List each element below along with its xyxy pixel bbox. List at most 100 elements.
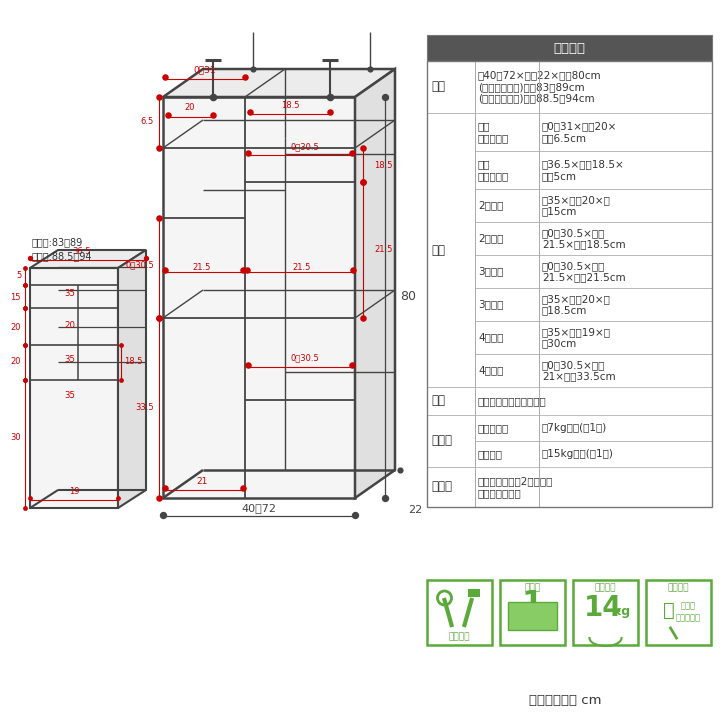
- Text: ＋: ＋: [662, 600, 675, 619]
- Text: 幅0～31×奥行20×
高さ6.5cm: 幅0～31×奥行20× 高さ6.5cm: [542, 121, 617, 143]
- Text: 幅35×奥行20×高
さ18.5cm: 幅35×奥行20×高 さ18.5cm: [542, 294, 611, 315]
- Point: [19, 302, 31, 314]
- Point: [357, 143, 369, 154]
- Text: 36.5: 36.5: [73, 248, 91, 256]
- Text: 金具大:88.5～94: 金具大:88.5～94: [32, 251, 92, 261]
- Point: [157, 509, 168, 521]
- Text: 幅35×奥行20×高
さ15cm: 幅35×奥行20×高 さ15cm: [542, 194, 611, 216]
- Point: [19, 374, 31, 386]
- Text: 単位：（約） cm: 単位：（約） cm: [528, 693, 601, 706]
- Text: ・突っ張り金具2種類付属
・幅木避け付き: ・突っ張り金具2種類付属 ・幅木避け付き: [478, 476, 554, 498]
- Point: [153, 212, 165, 224]
- Point: [347, 264, 359, 276]
- Bar: [427, 467, 475, 507]
- Point: [19, 279, 31, 291]
- Point: [395, 464, 406, 476]
- Point: [115, 374, 127, 386]
- Point: [379, 492, 391, 504]
- Point: [19, 503, 31, 514]
- Bar: [646, 580, 711, 645]
- Polygon shape: [163, 97, 355, 498]
- Bar: [427, 580, 492, 645]
- Text: 14: 14: [584, 594, 623, 622]
- Point: [346, 359, 358, 371]
- Text: 1: 1: [522, 590, 543, 618]
- Text: 20: 20: [11, 323, 21, 333]
- Text: 35: 35: [65, 356, 76, 364]
- Polygon shape: [30, 268, 118, 508]
- Text: 幅40～72×奥行22×高さ80cm
(金具小使用時)高さ83～89cm
(金具大使用時)高さ88.5～94cm: 幅40～72×奥行22×高さ80cm (金具小使用時)高さ83～89cm (金具…: [478, 71, 602, 104]
- Bar: [500, 580, 565, 645]
- Point: [153, 91, 165, 103]
- Text: 0～30.5: 0～30.5: [125, 261, 154, 269]
- Bar: [475, 387, 712, 415]
- Text: 幅0～30.5×奥行
21.5×高さ21.5cm: 幅0～30.5×奥行 21.5×高さ21.5cm: [542, 261, 626, 282]
- Text: 耐荷重: 耐荷重: [431, 434, 452, 448]
- Text: 商品詳細: 商品詳細: [554, 42, 585, 55]
- Text: 20: 20: [65, 320, 76, 330]
- Point: [19, 262, 31, 274]
- Text: 30: 30: [10, 433, 21, 441]
- Point: [19, 339, 31, 351]
- Text: 低圧メラミン化粧繊維板: 低圧メラミン化粧繊維板: [478, 396, 546, 406]
- Text: 80: 80: [400, 290, 416, 304]
- Bar: [467, 589, 480, 597]
- Text: 幅36.5×奥行18.5×
高さ5cm: 幅36.5×奥行18.5× 高さ5cm: [542, 159, 625, 181]
- Text: 約7kg以下(棚1枚): 約7kg以下(棚1枚): [542, 423, 607, 433]
- Point: [207, 91, 219, 103]
- Bar: [427, 151, 712, 189]
- Text: kg: kg: [613, 605, 630, 618]
- Point: [239, 71, 251, 83]
- Point: [241, 264, 253, 276]
- Point: [19, 302, 31, 314]
- Text: 3段目右: 3段目右: [478, 300, 503, 310]
- Point: [324, 91, 336, 103]
- Text: 6.5: 6.5: [140, 117, 154, 127]
- Text: 最大伸長時: 最大伸長時: [478, 423, 509, 433]
- Text: 幅0～30.5×奥行
21×高さ33.5cm: 幅0～30.5×奥行 21×高さ33.5cm: [542, 360, 616, 382]
- Bar: [427, 113, 475, 387]
- Point: [244, 107, 256, 118]
- Bar: [573, 580, 638, 645]
- Point: [357, 176, 369, 188]
- Text: 20: 20: [185, 104, 195, 112]
- Text: 0～31: 0～31: [194, 66, 216, 74]
- Bar: [427, 467, 712, 507]
- Text: 4段目右: 4段目右: [478, 366, 503, 376]
- Bar: [427, 354, 712, 387]
- Text: 35: 35: [65, 390, 76, 400]
- Text: 必要工具: 必要工具: [667, 583, 689, 593]
- Text: 材質: 材質: [431, 395, 445, 408]
- Point: [357, 176, 369, 188]
- Text: 個: 個: [543, 605, 550, 615]
- Point: [162, 109, 174, 121]
- Point: [153, 492, 165, 504]
- Text: 梱包数: 梱包数: [524, 583, 541, 593]
- Bar: [427, 387, 712, 415]
- Point: [115, 339, 127, 351]
- Bar: [427, 255, 712, 288]
- Text: 金具小:83～89: 金具小:83～89: [32, 237, 84, 247]
- Point: [153, 143, 165, 154]
- Point: [379, 91, 391, 103]
- Point: [159, 482, 171, 494]
- Text: 19: 19: [68, 487, 79, 497]
- Text: 2段目左: 2段目左: [478, 200, 503, 210]
- Point: [346, 148, 358, 159]
- Polygon shape: [355, 69, 395, 498]
- Point: [19, 339, 31, 351]
- Text: 組立て品: 組立て品: [449, 632, 470, 642]
- Text: 33.5: 33.5: [135, 403, 154, 413]
- Text: 18.5: 18.5: [281, 101, 300, 109]
- Point: [349, 509, 361, 521]
- Text: 40～72: 40～72: [241, 503, 276, 513]
- Point: [247, 63, 258, 75]
- Bar: [427, 189, 712, 222]
- Point: [19, 374, 31, 386]
- Text: 22: 22: [408, 505, 422, 515]
- Text: 内寸: 内寸: [431, 243, 445, 256]
- Bar: [427, 222, 712, 255]
- Polygon shape: [118, 250, 146, 508]
- Text: 21: 21: [197, 477, 207, 487]
- Text: ドライバー: ドライバー: [676, 613, 701, 623]
